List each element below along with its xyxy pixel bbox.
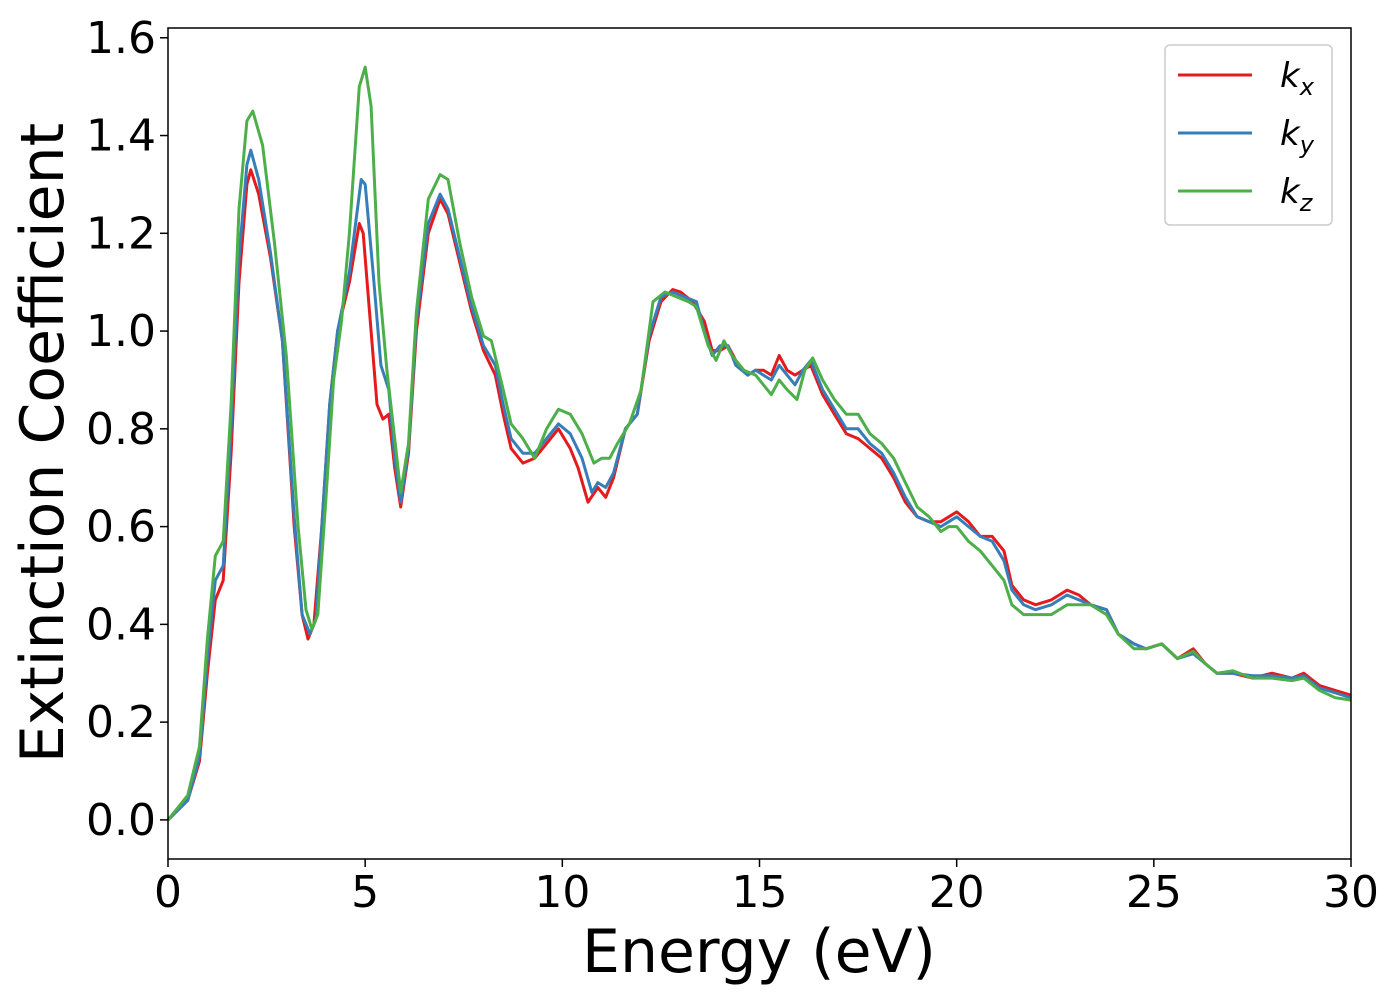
legend-label-z: kz [1280, 172, 1314, 217]
legend-box [1164, 44, 1333, 226]
y-tick-label: 0.2 [86, 697, 156, 748]
y-tick-label: 1.0 [86, 306, 156, 357]
x-tick-label: 15 [732, 867, 788, 918]
legend: kx ky kz [1164, 44, 1333, 226]
x-tick-label: 30 [1323, 867, 1379, 918]
x-tick-label: 10 [534, 867, 590, 918]
y-tick-label: 0.8 [86, 404, 156, 455]
y-tick-label: 0.4 [86, 599, 156, 650]
y-tick-label: 1.6 [86, 13, 156, 64]
y-tick-label: 0.0 [86, 795, 156, 846]
y-tick-label: 1.4 [86, 111, 156, 162]
x-tick-label: 25 [1126, 867, 1182, 918]
plot-lines [166, 65, 1352, 821]
x-axis: 0 5 10 15 20 25 30 [154, 859, 1379, 918]
x-tick-label: 20 [929, 867, 985, 918]
x-axis-label: Energy (eV) [582, 917, 936, 987]
legend-label-x: kx [1280, 56, 1315, 101]
series-line-z [166, 65, 1352, 821]
y-axis: 0.0 0.2 0.4 0.6 0.8 1.0 1.2 1.4 1.6 [86, 13, 168, 846]
y-axis-label: Extinction Coefficient [8, 123, 78, 763]
x-tick-label: 5 [351, 867, 379, 918]
y-tick-label: 1.2 [86, 208, 156, 259]
legend-label-y: ky [1280, 114, 1315, 159]
y-tick-label: 0.6 [86, 502, 156, 553]
x-tick-label: 0 [154, 867, 182, 918]
